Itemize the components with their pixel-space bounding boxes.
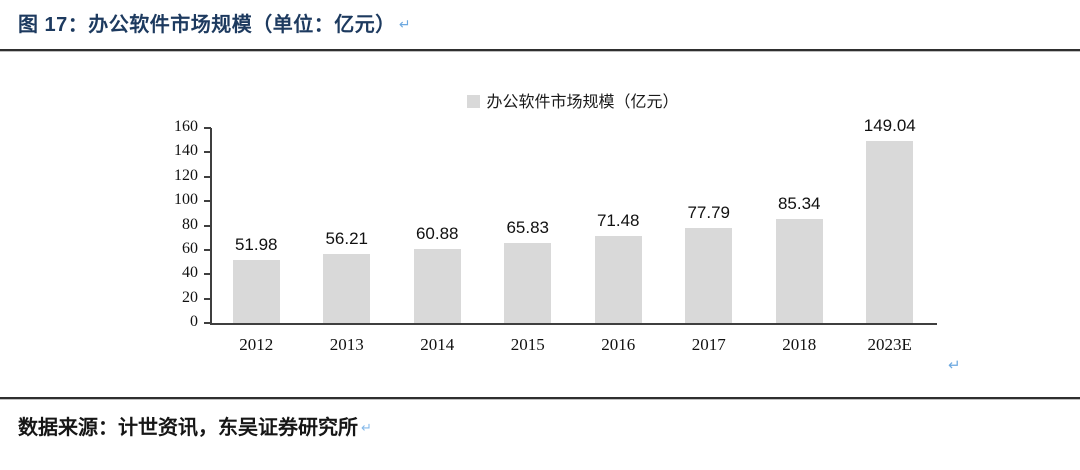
x-axis-category-label: 2023E	[867, 335, 912, 354]
source-note: 数据来源：计世资讯，东吴证券研究所 ↵	[18, 411, 372, 440]
chart-legend: 办公软件市场规模（亿元）	[211, 88, 935, 112]
legend-label: 办公软件市场规模（亿元）	[486, 94, 679, 111]
source-divider-line	[0, 397, 1080, 400]
paragraph-mark-icon: ↵	[398, 16, 412, 32]
y-axis-tick-label: 120	[174, 166, 198, 184]
x-axis-category-label: 2018	[782, 335, 817, 354]
y-axis-tick	[204, 200, 211, 203]
figure-title-text: 图 17：办公软件市场规模（单位：亿元）	[18, 14, 396, 36]
bar-value-label: 65.83	[506, 217, 550, 237]
bar	[323, 254, 371, 323]
bar-value-label: 85.34	[777, 193, 821, 213]
y-axis-tick	[204, 273, 211, 276]
y-axis-tick-label: 80	[182, 215, 198, 233]
y-axis-tick	[204, 297, 211, 300]
bar	[775, 218, 823, 323]
x-axis-category-label: 2013	[329, 335, 364, 354]
y-axis-tick	[204, 248, 211, 251]
x-axis-category-label: 2012	[239, 335, 274, 354]
y-axis-tick	[204, 175, 211, 178]
bar-value-label: 56.21	[325, 229, 369, 249]
x-axis-category-label: 2017	[691, 335, 726, 354]
y-axis-tick-label: 0	[190, 313, 198, 330]
y-axis-tick-label: 140	[174, 142, 198, 160]
y-axis-line	[210, 128, 212, 325]
bar	[685, 228, 733, 323]
bar	[866, 141, 914, 323]
legend-swatch-icon	[467, 95, 481, 108]
paragraph-mark-icon: ↵	[948, 357, 961, 374]
bar-value-label: 149.04	[863, 116, 916, 136]
x-axis-category-label: 2016	[601, 335, 636, 354]
x-axis-category-label: 2014	[420, 335, 455, 354]
y-axis-tick-label: 100	[174, 191, 198, 209]
x-axis-category-label: 2015	[510, 335, 545, 354]
y-axis-tick-label: 60	[182, 239, 198, 257]
y-axis-tick-label: 20	[182, 288, 198, 306]
y-axis-tick	[204, 322, 211, 324]
y-axis-tick	[204, 151, 211, 154]
bar	[413, 248, 461, 323]
bar-value-label: 60.88	[415, 223, 459, 243]
bar-value-label: 51.98	[234, 234, 278, 254]
paragraph-mark-icon: ↵	[361, 420, 372, 435]
y-axis-tick	[204, 127, 211, 129]
y-axis-tick-label: 160	[174, 118, 198, 135]
source-note-text: 数据来源：计世资讯，东吴证券研究所	[18, 417, 358, 439]
bar-value-label: 77.79	[687, 203, 731, 223]
bar	[504, 242, 552, 323]
bar	[594, 235, 642, 323]
bar-value-label: 71.48	[596, 210, 640, 230]
y-axis-tick-label: 40	[182, 264, 198, 282]
x-axis-line	[210, 323, 937, 325]
title-divider-line	[0, 49, 1080, 52]
y-axis-tick	[204, 224, 211, 227]
figure-title: 图 17：办公软件市场规模（单位：亿元） ↵	[18, 8, 411, 37]
bar	[232, 259, 280, 323]
